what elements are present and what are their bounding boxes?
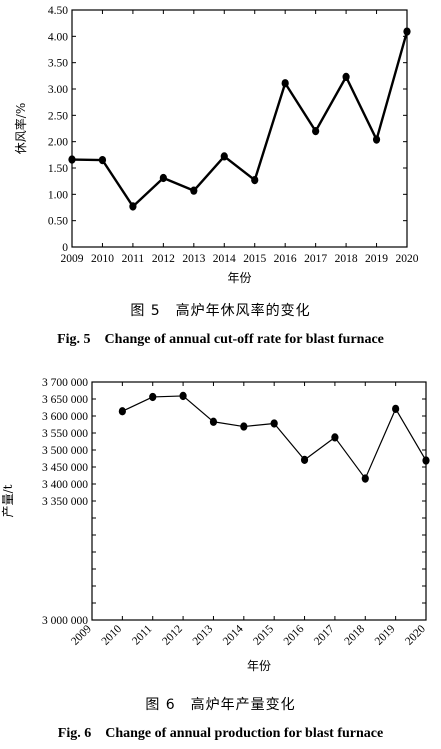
data-point — [422, 456, 430, 465]
y-tick-label: 1.50 — [48, 163, 68, 175]
x-tick-label: 2016 — [274, 253, 297, 265]
data-point — [240, 422, 248, 431]
x-tick-label: 2018 — [342, 623, 367, 648]
y-tick-label: 3 500 000 — [42, 445, 88, 457]
data-point — [372, 135, 381, 144]
data-point — [190, 186, 198, 195]
x-tick-label: 2009 — [61, 253, 84, 265]
y-tick-label: 3 350 000 — [42, 496, 88, 508]
x-tick-label: 2020 — [403, 623, 428, 648]
data-point — [361, 474, 369, 483]
data-point — [98, 155, 107, 165]
y-tick-label: 4.50 — [48, 5, 68, 17]
data-point — [270, 419, 278, 428]
data-point — [149, 392, 157, 402]
data-point — [251, 175, 259, 185]
x-tick-label: 2020 — [396, 253, 419, 265]
data-point — [312, 126, 320, 136]
x-axis-label: 年份 — [247, 659, 271, 673]
data-point — [403, 27, 411, 36]
y-tick-label: 0 — [62, 242, 68, 254]
y-tick-label: 1.00 — [48, 189, 68, 201]
data-point — [159, 173, 167, 183]
y-axis-label: 休风率/% — [13, 103, 28, 154]
data-point — [392, 404, 400, 413]
x-tick-label: 2013 — [191, 623, 216, 648]
data-point — [331, 433, 339, 442]
fig5-caption-cn: 图 5 高炉年休风率的变化 — [130, 303, 311, 319]
data-point — [342, 72, 350, 82]
y-tick-label: 0.50 — [48, 216, 68, 228]
fig5-caption-en: Fig. 5 Change of annual cut-off rate for… — [57, 332, 384, 347]
chart-annual-production: 3 000 000 3 350 000 3 400 000 3 450 000 3 50… — [1, 377, 430, 673]
x-tick-label: 2014 — [213, 253, 236, 265]
chart-cutoff-rate: 0 0.50 1.00 1.50 2.00 2.50 3.00 3.50 4.00 4.50 200… — [13, 5, 419, 285]
series-line — [71, 31, 409, 208]
x-tick-label: 2019 — [373, 623, 398, 648]
y-tick-label: 3 600 000 — [42, 411, 88, 423]
x-axis-label: 年份 — [227, 271, 251, 285]
y-axis-label: 产量/t — [1, 484, 15, 517]
x-tick-label: 2019 — [365, 253, 388, 265]
x-tick-label: 2018 — [335, 253, 358, 265]
x-tick-label: 2017 — [312, 623, 337, 648]
plot-frame — [91, 381, 427, 621]
y-tick-label: 3 650 000 — [42, 394, 88, 406]
data-point — [300, 455, 309, 464]
x-tick-label: 2014 — [221, 623, 246, 648]
plot-frame — [71, 9, 408, 248]
x-tick-label: 2012 — [160, 623, 185, 648]
data-point — [281, 79, 289, 88]
fig6-caption-en: Fig. 6 Change of annual production for b… — [57, 726, 384, 741]
x-tick-label: 2016 — [282, 623, 307, 648]
y-tick-label: 3.00 — [48, 84, 68, 96]
y-tick-label: 2.00 — [48, 137, 68, 149]
x-tick-label: 2017 — [304, 253, 327, 265]
data-point — [68, 155, 76, 164]
x-tick-label: 2013 — [182, 253, 205, 265]
fig6-caption-cn: 图 6 高炉年产量变化 — [145, 697, 296, 713]
y-tick-label: 3 400 000 — [42, 479, 88, 491]
x-tick-label: 2011 — [122, 253, 145, 265]
y-tick-label: 3 700 000 — [42, 377, 88, 389]
series-line — [122, 395, 427, 480]
x-tick-label: 2010 — [91, 253, 114, 265]
x-tick-label: 2010 — [99, 623, 124, 648]
x-tick-label: 2015 — [243, 253, 266, 265]
y-tick-label: 3 450 000 — [42, 462, 88, 474]
x-tick-label: 2012 — [152, 253, 175, 265]
y-tick-label: 3.50 — [48, 58, 68, 70]
data-point — [220, 152, 228, 161]
data-point — [179, 391, 187, 401]
y-tick-label: 2.50 — [48, 110, 68, 122]
x-tick-label: 2015 — [251, 623, 276, 648]
data-point — [129, 202, 137, 211]
data-point — [118, 407, 126, 416]
y-tick-label: 3 550 000 — [42, 428, 88, 440]
y-tick-label: 4.00 — [48, 31, 68, 43]
x-tick-label: 2011 — [130, 623, 155, 648]
data-point — [209, 417, 218, 426]
y-tick-label: 3 000 000 — [42, 615, 88, 627]
